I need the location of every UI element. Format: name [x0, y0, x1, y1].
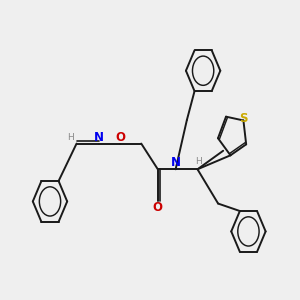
Text: S: S: [239, 112, 248, 125]
Text: O: O: [115, 131, 125, 144]
Text: N: N: [94, 131, 104, 144]
Text: N: N: [171, 156, 181, 169]
Text: H: H: [68, 134, 74, 142]
Text: H: H: [195, 157, 202, 166]
Text: O: O: [152, 201, 162, 214]
